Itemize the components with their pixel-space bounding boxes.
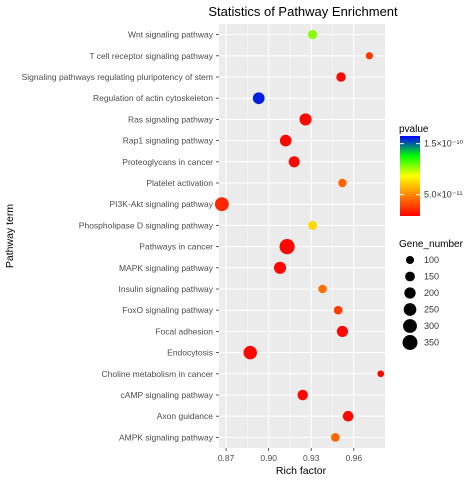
vertical-gridlines <box>225 24 355 448</box>
y-tick-label: Insulin signaling pathway <box>118 284 213 294</box>
data-point <box>318 284 327 294</box>
y-tick-label: Endocytosis <box>167 348 213 358</box>
y-tick-label: cAMP signaling pathway <box>121 390 214 400</box>
pvalue-legend-title: pvalue <box>399 124 429 135</box>
size-legend-label: 250 <box>424 305 439 315</box>
y-tick-label: Focal adhesion <box>155 326 213 336</box>
data-point <box>308 220 318 230</box>
x-axis-title: Rich factor <box>276 465 327 477</box>
colorbar-label: 1.5×10⁻¹⁰ <box>424 139 464 149</box>
data-point <box>336 325 349 337</box>
y-axis-title: Pathway term <box>4 204 16 268</box>
gene-number-legend-title: Gene_number <box>399 239 464 250</box>
data-point <box>297 389 308 401</box>
size-legend-label: 350 <box>424 338 439 348</box>
x-tick-label: 0.90 <box>260 453 277 463</box>
data-point <box>330 433 340 442</box>
data-point <box>214 197 229 212</box>
x-tick-label: 0.96 <box>346 453 363 463</box>
size-legend-dot <box>406 256 414 264</box>
y-tick-label: Wnt signaling pathway <box>128 30 214 40</box>
data-point <box>288 156 300 168</box>
size-legend-label: 300 <box>424 321 439 331</box>
data-point <box>273 261 287 274</box>
y-tick-label: Proteoglycans in cancer <box>122 157 213 167</box>
data-point <box>279 239 295 255</box>
pvalue-colorbar <box>400 136 420 216</box>
data-point <box>365 52 374 60</box>
colorbar-label: 5.0×10⁻¹¹ <box>424 190 463 200</box>
plot-panel <box>219 24 385 448</box>
size-legend-dot <box>403 303 417 316</box>
y-tick-label: Regulation of actin cytoskeleton <box>93 93 213 103</box>
chart-title: Statistics of Pathway Enrichment <box>208 4 398 19</box>
size-legend-dot <box>404 287 416 299</box>
data-point <box>243 345 257 360</box>
y-tick-label: T cell receptor signaling pathway <box>89 51 213 61</box>
data-point <box>308 30 318 40</box>
y-tick-label: Signaling pathways regulating pluripoten… <box>22 72 213 82</box>
x-ticks: 0.87 0.90 0.93 0.96 <box>218 448 363 463</box>
data-point <box>342 410 354 422</box>
pvalue-legend: pvalue 1.5×10⁻¹⁰ 5.0×10⁻¹¹ <box>399 124 464 216</box>
size-legend-label: 100 <box>424 255 439 265</box>
data-point <box>299 113 312 126</box>
size-legend-dot <box>402 335 418 350</box>
pvalue-colorbar-ticks: 1.5×10⁻¹⁰ 5.0×10⁻¹¹ <box>400 139 464 200</box>
data-point <box>336 72 346 82</box>
y-tick-label: Phospholipase D signaling pathway <box>79 220 214 230</box>
data-point <box>279 134 292 147</box>
gene-number-legend-keys: 100 150 200 250 300 350 <box>402 255 439 350</box>
y-tick-label: Platelet activation <box>146 178 213 188</box>
y-tick-labels: Wnt signaling pathway T cell receptor sig… <box>22 30 219 442</box>
y-tick-label: Rap1 signaling pathway <box>123 136 214 146</box>
gene-number-legend: Gene_number 100 150 200 250 300 350 <box>399 239 464 350</box>
data-point <box>338 178 347 188</box>
x-tick-label: 0.93 <box>303 453 320 463</box>
y-tick-label: FoxO signaling pathway <box>122 305 213 315</box>
x-tick-label: 0.87 <box>218 453 235 463</box>
y-tick-label: Axon guidance <box>157 411 214 421</box>
size-legend-dot <box>405 271 415 282</box>
y-tick-label: PI3K-Akt signaling pathway <box>110 199 214 209</box>
size-legend-dot <box>403 319 417 333</box>
y-tick-label: MAPK signaling pathway <box>119 263 214 273</box>
size-legend-label: 200 <box>424 288 439 298</box>
data-point <box>252 92 265 105</box>
size-legend-label: 150 <box>424 272 439 282</box>
y-tick-label: Pathways in cancer <box>139 242 213 252</box>
y-tick-label: AMPK signaling pathway <box>119 432 214 442</box>
data-point <box>377 370 385 378</box>
data-point <box>333 305 343 315</box>
y-tick-label: Ras signaling pathway <box>128 114 214 124</box>
data-points <box>214 30 385 442</box>
y-tick-label: Choline metabolism in cancer <box>102 369 214 379</box>
